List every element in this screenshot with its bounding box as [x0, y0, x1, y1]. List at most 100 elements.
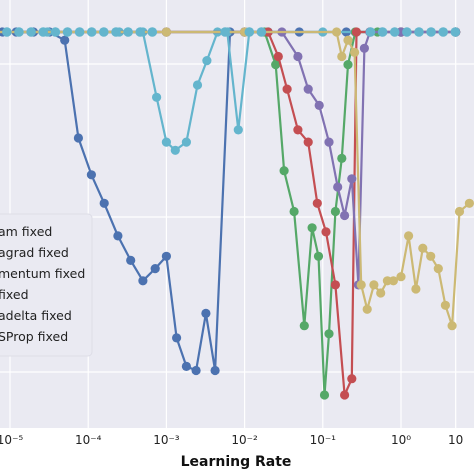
- data-point: [2, 27, 12, 37]
- data-point: [111, 27, 121, 37]
- data-point: [438, 27, 449, 37]
- data-point: [414, 27, 424, 37]
- data-point: [377, 27, 388, 37]
- data-point: [113, 231, 123, 241]
- legend: am fixed agrad fixed mentum fixed fixed ade…: [0, 213, 93, 357]
- x-tick-label: 10⁰: [391, 433, 411, 447]
- data-point: [192, 80, 203, 90]
- data-point: [333, 182, 343, 192]
- data-point: [337, 153, 347, 163]
- legend-entry: fixed: [0, 287, 29, 302]
- data-point: [99, 198, 109, 208]
- data-point: [244, 27, 255, 37]
- x-tick-label: 10⁻²: [231, 433, 258, 447]
- data-point: [464, 198, 474, 208]
- data-point: [201, 308, 211, 318]
- data-point: [350, 47, 360, 58]
- data-point: [86, 27, 97, 37]
- data-point: [314, 100, 324, 110]
- series-group: [0, 27, 474, 400]
- data-point: [161, 251, 171, 261]
- data-point: [337, 51, 347, 62]
- x-tick-label: 10⁻⁵: [0, 433, 23, 447]
- data-point: [369, 280, 379, 290]
- data-point: [50, 27, 61, 37]
- legend-entry: am fixed: [0, 224, 52, 239]
- data-point: [396, 272, 406, 282]
- legend-entry: agrad fixed: [0, 245, 69, 260]
- legend-entry: mentum fixed: [0, 266, 85, 281]
- data-point: [233, 125, 243, 135]
- data-point: [307, 223, 317, 233]
- data-point: [289, 206, 299, 217]
- data-point: [282, 84, 292, 94]
- data-point: [347, 374, 357, 384]
- data-point: [293, 125, 303, 135]
- data-point: [147, 27, 158, 37]
- data-point: [273, 51, 283, 62]
- data-point: [351, 27, 362, 37]
- data-point: [256, 27, 267, 37]
- data-point: [343, 60, 353, 70]
- data-point: [74, 27, 85, 37]
- data-point: [389, 27, 400, 37]
- data-point: [150, 264, 160, 274]
- x-tick-label: 10: [448, 433, 463, 447]
- data-point: [14, 27, 24, 37]
- data-point: [303, 137, 313, 147]
- data-point: [332, 27, 342, 37]
- legend-box: [0, 213, 93, 357]
- data-point: [418, 243, 428, 253]
- data-point: [220, 27, 230, 37]
- data-point: [161, 27, 171, 37]
- legend-entry: SProp fixed: [0, 329, 68, 344]
- data-point: [126, 255, 136, 265]
- data-point: [433, 264, 443, 274]
- data-point: [324, 137, 334, 147]
- data-point: [356, 280, 366, 290]
- data-point: [319, 390, 330, 400]
- data-point: [340, 390, 350, 400]
- data-point: [191, 365, 201, 376]
- data-point: [343, 35, 353, 45]
- data-point: [347, 174, 357, 184]
- data-point: [99, 27, 109, 37]
- data-point: [303, 84, 313, 94]
- x-tick-label: 10⁻³: [153, 433, 180, 447]
- top-marker-row: [2, 27, 461, 37]
- x-tick-label: 10⁻¹: [310, 433, 337, 447]
- data-point: [210, 365, 220, 376]
- data-point: [426, 27, 436, 37]
- data-point: [388, 276, 398, 286]
- data-point: [172, 333, 182, 343]
- data-point: [62, 27, 73, 37]
- data-point: [365, 27, 376, 37]
- data-point: [313, 251, 324, 261]
- data-point: [26, 27, 36, 37]
- series-6: [0, 27, 474, 331]
- data-point: [279, 166, 289, 176]
- data-point: [138, 276, 148, 286]
- data-point: [402, 27, 412, 37]
- data-point: [404, 231, 414, 241]
- data-point: [362, 304, 372, 314]
- data-point: [440, 300, 450, 310]
- data-point: [330, 280, 340, 290]
- data-point: [170, 145, 180, 155]
- legend-entry: adelta fixed: [0, 308, 72, 323]
- data-point: [181, 137, 191, 147]
- data-point: [152, 92, 162, 102]
- data-point: [73, 133, 83, 143]
- data-point: [271, 60, 281, 70]
- x-tick-labels: 10⁻⁵ 10⁻⁴ 10⁻³ 10⁻² 10⁻¹ 10⁰ 10: [0, 433, 463, 447]
- data-point: [293, 51, 303, 62]
- data-point: [202, 56, 212, 66]
- data-point: [312, 198, 322, 208]
- data-point: [123, 27, 133, 37]
- data-point: [161, 137, 171, 147]
- data-point: [299, 321, 309, 331]
- data-point: [135, 27, 145, 37]
- data-point: [426, 251, 436, 261]
- data-point: [60, 35, 70, 45]
